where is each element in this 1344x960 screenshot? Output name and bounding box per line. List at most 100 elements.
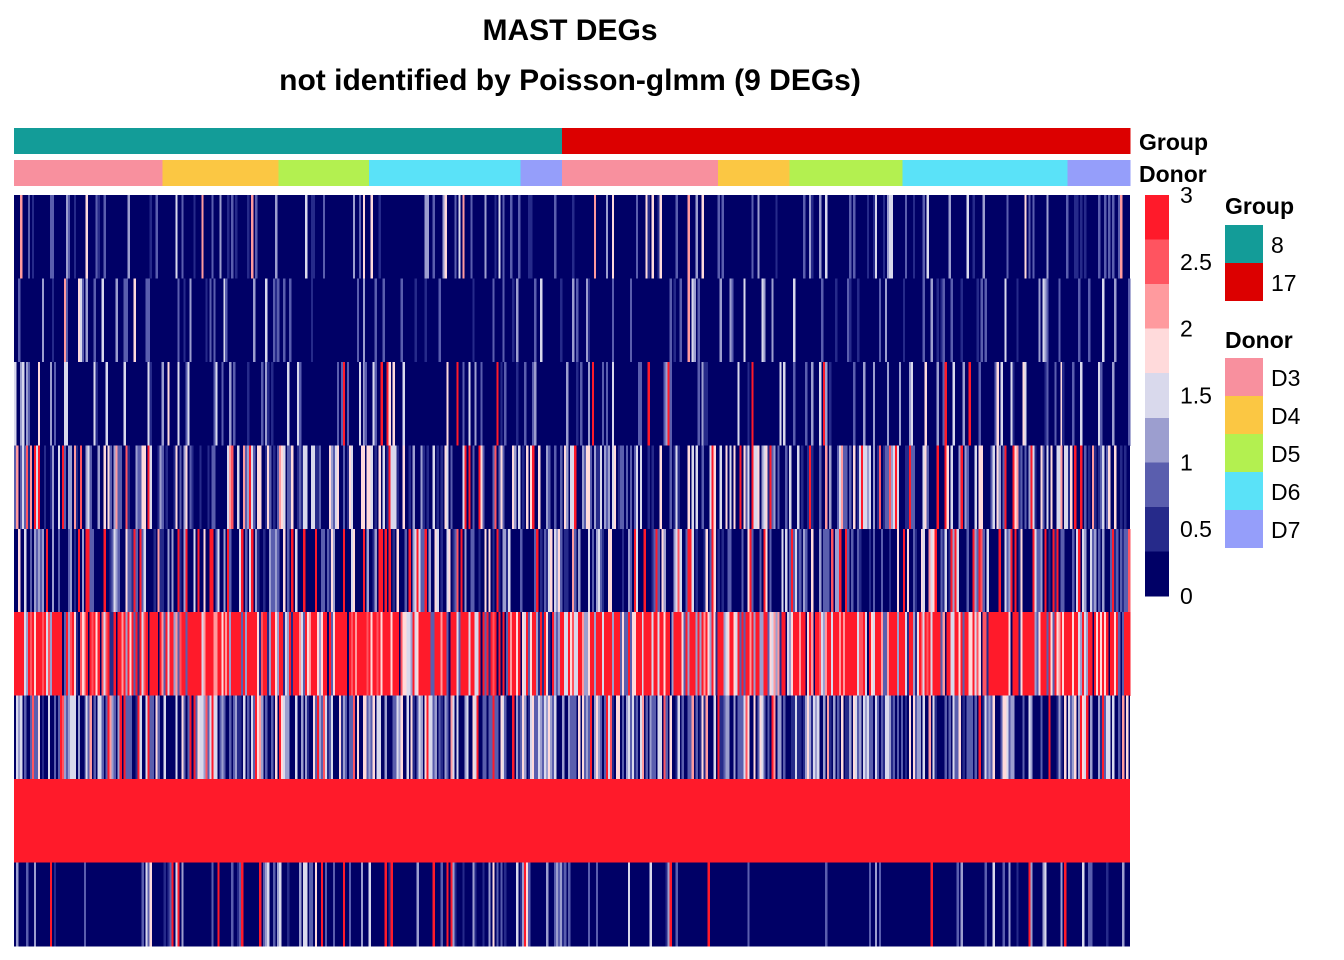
heatmap-cell: [1014, 528, 1017, 613]
heatmap-cell: [27, 361, 31, 446]
heatmap-cell: [735, 612, 738, 697]
heatmap-cell: [705, 695, 708, 780]
heatmap-cell: [1024, 195, 1027, 279]
heatmap-cell: [1008, 528, 1011, 613]
heatmap-cell: [691, 695, 694, 780]
heatmap-cell: [205, 278, 208, 363]
heatmap-cell: [1042, 445, 1045, 530]
heatmap-cell: [536, 612, 539, 697]
heatmap-cell: [223, 695, 226, 780]
heatmap-cell: [870, 612, 874, 697]
heatmap-cell: [446, 445, 449, 530]
heatmap-cell: [1030, 862, 1033, 947]
heatmap-cell: [71, 695, 75, 780]
heatmap-cell: [1086, 612, 1089, 697]
heatmap-cell: [775, 195, 778, 279]
heatmap-cell: [655, 528, 658, 613]
heatmap-cell: [721, 195, 724, 279]
heatmap-cell: [823, 612, 826, 697]
heatmap-cell: [249, 612, 252, 697]
heatmap-cell: [713, 695, 716, 780]
heatmap-cell: [566, 528, 569, 613]
heatmap-cell: [316, 612, 320, 697]
heatmap-cell: [532, 445, 535, 530]
heatmap-cell: [426, 612, 429, 697]
heatmap-cell: [761, 612, 764, 697]
heatmap-cell: [510, 612, 513, 697]
heatmap-cell: [19, 361, 23, 446]
heatmap-cell: [522, 695, 525, 780]
heatmap-cell: [370, 445, 374, 530]
heatmap-cell: [137, 445, 140, 530]
heatmap-cell: [701, 695, 704, 780]
heatmap-cell: [304, 195, 308, 279]
heatmap-cell: [691, 528, 694, 613]
heatmap-cell: [514, 445, 517, 530]
heatmap-cell: [530, 695, 533, 780]
heatmap-cell: [649, 695, 653, 780]
heatmap-cell: [713, 612, 716, 697]
heatmap-cell: [261, 361, 264, 446]
heatmap-cell: [918, 612, 922, 697]
heatmap-cell: [1070, 695, 1073, 780]
heatmap-cell: [175, 195, 178, 279]
heatmap-cell: [852, 361, 856, 446]
heatmap-cell: [785, 528, 788, 613]
heatmap-cell: [1100, 695, 1103, 780]
heatmap-cell: [1028, 195, 1031, 279]
heatmap-cell: [113, 612, 116, 697]
heatmap-cell: [336, 361, 340, 446]
heatmap-cell: [14, 612, 17, 697]
heatmap-cell: [267, 862, 270, 947]
heatmap-cell: [281, 695, 284, 780]
heatmap-cell: [1082, 528, 1085, 613]
heatmap-cell: [769, 612, 772, 697]
heatmap-cell: [135, 695, 138, 780]
heatmap-cell: [1098, 695, 1101, 780]
heatmap-cell: [482, 862, 485, 947]
heatmap-cell: [874, 612, 878, 697]
heatmap-cell: [753, 612, 756, 697]
heatmap-cell: [259, 862, 262, 947]
heatmap-cell: [823, 361, 826, 446]
heatmap-cell: [492, 278, 495, 363]
heatmap-cell: [1032, 612, 1035, 697]
heatmap-cell: [1060, 695, 1063, 780]
heatmap-cell: [320, 528, 324, 613]
heatmap-cell: [890, 612, 894, 697]
heatmap-cell: [530, 612, 533, 697]
heatmap-cell: [163, 695, 166, 780]
heatmap-cell: [215, 361, 218, 446]
heatmap-cell: [924, 361, 928, 446]
donor-legend-title: Donor: [1225, 327, 1293, 353]
heatmap-cell: [25, 862, 29, 947]
heatmap-cell: [914, 528, 918, 613]
heatmap-cell: [845, 695, 848, 780]
heatmap-cell: [472, 612, 475, 697]
heatmap-cell: [111, 528, 114, 613]
heatmap-cell: [530, 195, 533, 279]
heatmap-cell: [1022, 695, 1025, 780]
heatmap-cell: [1064, 612, 1067, 697]
heatmap-cell: [211, 862, 214, 947]
heatmap-cell: [918, 695, 922, 780]
heatmap-cell: [888, 612, 892, 697]
heatmap-cell: [994, 361, 997, 446]
heatmap-cell: [548, 445, 551, 530]
heatmap-cell: [440, 612, 443, 697]
heatmap-cell: [835, 278, 838, 363]
heatmap-cell: [492, 528, 495, 613]
heatmap-cell: [520, 862, 523, 947]
heatmap-cell: [711, 612, 714, 697]
heatmap-cell: [719, 278, 722, 363]
heatmap-cell: [538, 612, 541, 697]
heatmap-cell: [1058, 445, 1061, 530]
heatmap-cell: [699, 612, 702, 697]
heatmap-cell: [793, 361, 796, 446]
heatmap-cell: [872, 612, 876, 697]
heatmap-cell: [548, 612, 551, 697]
heatmap-cell: [15, 862, 19, 947]
heatmap-cell: [53, 862, 57, 947]
heatmap-cell: [1098, 612, 1101, 697]
heatmap-cell: [273, 528, 276, 613]
